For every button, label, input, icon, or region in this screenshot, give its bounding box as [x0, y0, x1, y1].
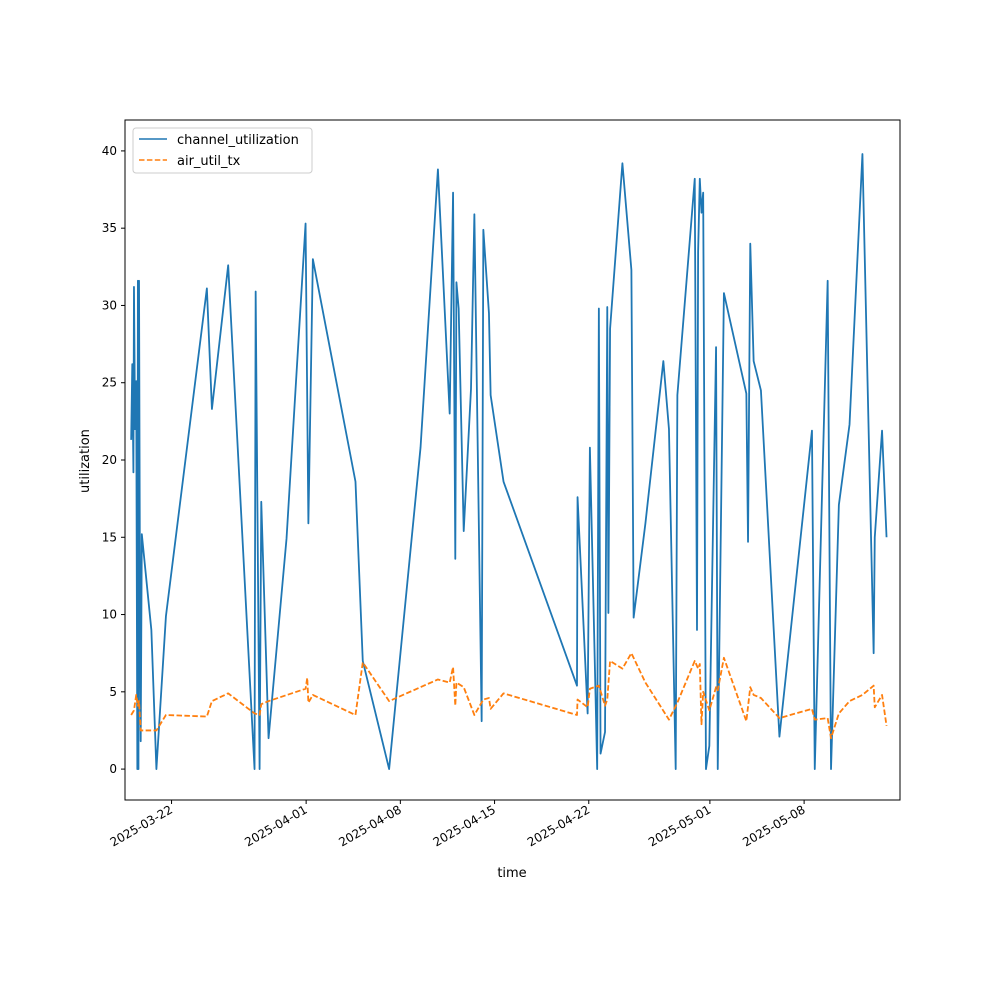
- y-tick-label: 0: [109, 762, 117, 776]
- y-tick-label: 20: [102, 453, 117, 467]
- series-line-channel-utilization: [130, 153, 888, 770]
- y-tick-label: 40: [102, 144, 117, 158]
- y-tick-label: 25: [102, 376, 117, 390]
- y-tick-label: 30: [102, 298, 117, 312]
- legend-label-channel-utilization: channel_utilization: [177, 133, 299, 148]
- y-tick-label: 15: [102, 530, 117, 544]
- x-axis-label: time: [497, 866, 526, 881]
- y-axis-ticks: 0 5 10 15 20 25 30 35 40: [102, 144, 125, 776]
- y-axis-label: utilization: [78, 429, 93, 493]
- legend-box: [132, 127, 313, 174]
- legend-label-air-util-tx: air_util_tx: [177, 154, 241, 169]
- y-tick-label: 5: [109, 685, 117, 699]
- y-tick-label: 10: [102, 608, 117, 622]
- series-layer: [130, 153, 888, 770]
- legend: channel_utilization air_util_tx: [132, 127, 313, 174]
- y-tick-label: 35: [102, 221, 117, 235]
- series-line-air-util-tx: [130, 652, 888, 740]
